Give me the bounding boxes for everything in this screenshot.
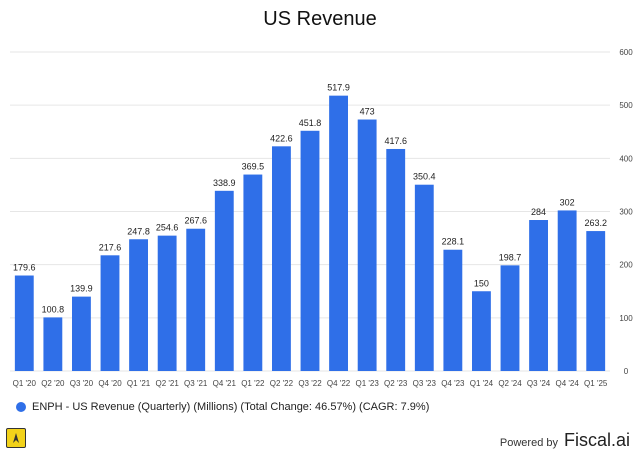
data-label: 338.9	[213, 178, 236, 188]
bar	[43, 317, 63, 371]
x-tick-label: Q1 '24	[470, 379, 494, 388]
x-tick-label: Q3 '23	[413, 379, 437, 388]
x-tick-label: Q1 '21	[127, 379, 151, 388]
x-tick-label: Q1 '22	[241, 379, 265, 388]
bar	[329, 95, 348, 371]
bar	[586, 231, 606, 371]
bar	[443, 249, 463, 371]
bar	[472, 291, 491, 371]
brand-logo: Fiscal.ai	[563, 430, 630, 450]
x-tick-label: Q3 '21	[184, 379, 208, 388]
y-tick-label: 400	[619, 154, 633, 163]
x-tick-label: Q1 '23	[355, 379, 379, 388]
data-label: 263.2	[584, 218, 607, 228]
data-label: 473	[360, 107, 375, 117]
bar	[214, 190, 234, 371]
chart-legend: ENPH - US Revenue (Quarterly) (Millions)…	[16, 401, 429, 413]
x-tick-label: Q3 '22	[298, 379, 322, 388]
data-label: 302	[560, 197, 575, 207]
bar	[500, 265, 520, 371]
legend-label: ENPH - US Revenue (Quarterly) (Millions)…	[32, 401, 430, 413]
x-tick-label: Q4 '23	[441, 379, 465, 388]
bar	[300, 130, 320, 371]
bar	[14, 275, 34, 371]
y-tick-label: 600	[619, 48, 633, 57]
data-label: 247.8	[127, 226, 150, 236]
x-tick-label: Q4 '21	[213, 379, 237, 388]
chart-title: US Revenue	[263, 8, 377, 30]
legend-swatch	[16, 402, 26, 412]
x-tick-label: Q4 '20	[98, 379, 122, 388]
bar	[72, 296, 91, 371]
bar	[357, 119, 377, 371]
data-label: 417.6	[384, 136, 407, 146]
data-label: 369.5	[242, 162, 265, 172]
data-label: 517.9	[327, 83, 350, 93]
x-tick-label: Q2 '20	[41, 379, 65, 388]
x-tick-label: Q2 '21	[155, 379, 179, 388]
data-label: 350.4	[413, 172, 436, 182]
data-label: 150	[474, 278, 489, 288]
data-label: 228.1	[442, 237, 465, 247]
data-label: 179.6	[13, 263, 36, 273]
data-label: 217.6	[99, 242, 122, 252]
bar	[100, 255, 120, 371]
powered-by: Powered by Fiscal.ai	[500, 430, 630, 451]
data-label: 267.6	[184, 216, 207, 226]
bar	[129, 239, 148, 371]
bar	[529, 220, 548, 371]
powered-by-label: Powered by	[499, 437, 558, 449]
data-label: 198.7	[499, 252, 522, 262]
bar	[414, 184, 434, 371]
y-tick-label: 200	[619, 261, 633, 270]
y-tick-label: 300	[619, 208, 633, 217]
bar	[557, 210, 577, 371]
data-label: 422.6	[270, 133, 293, 143]
bar	[386, 148, 406, 371]
data-label: 100.8	[42, 304, 65, 314]
data-label: 451.8	[299, 118, 322, 128]
company-logo-icon	[6, 428, 26, 448]
bar	[272, 146, 291, 371]
x-tick-label: Q1 '25	[584, 379, 608, 388]
y-tick-label: 100	[619, 314, 633, 323]
y-tick-label: 500	[619, 101, 633, 110]
x-tick-label: Q4 '24	[555, 379, 579, 388]
x-tick-label: Q2 '23	[384, 379, 408, 388]
data-label: 139.9	[70, 284, 93, 294]
data-label: 254.6	[156, 223, 179, 233]
y-tick-label: 0	[624, 367, 629, 376]
data-label: 284	[531, 207, 546, 217]
x-tick-label: Q2 '22	[270, 379, 294, 388]
bar	[243, 174, 263, 371]
x-tick-label: Q3 '24	[527, 379, 551, 388]
bar	[157, 235, 177, 371]
x-tick-label: Q2 '24	[498, 379, 522, 388]
x-tick-label: Q4 '22	[327, 379, 351, 388]
x-tick-label: Q1 '20	[13, 379, 37, 388]
x-tick-label: Q3 '20	[70, 379, 94, 388]
bar	[186, 228, 206, 371]
